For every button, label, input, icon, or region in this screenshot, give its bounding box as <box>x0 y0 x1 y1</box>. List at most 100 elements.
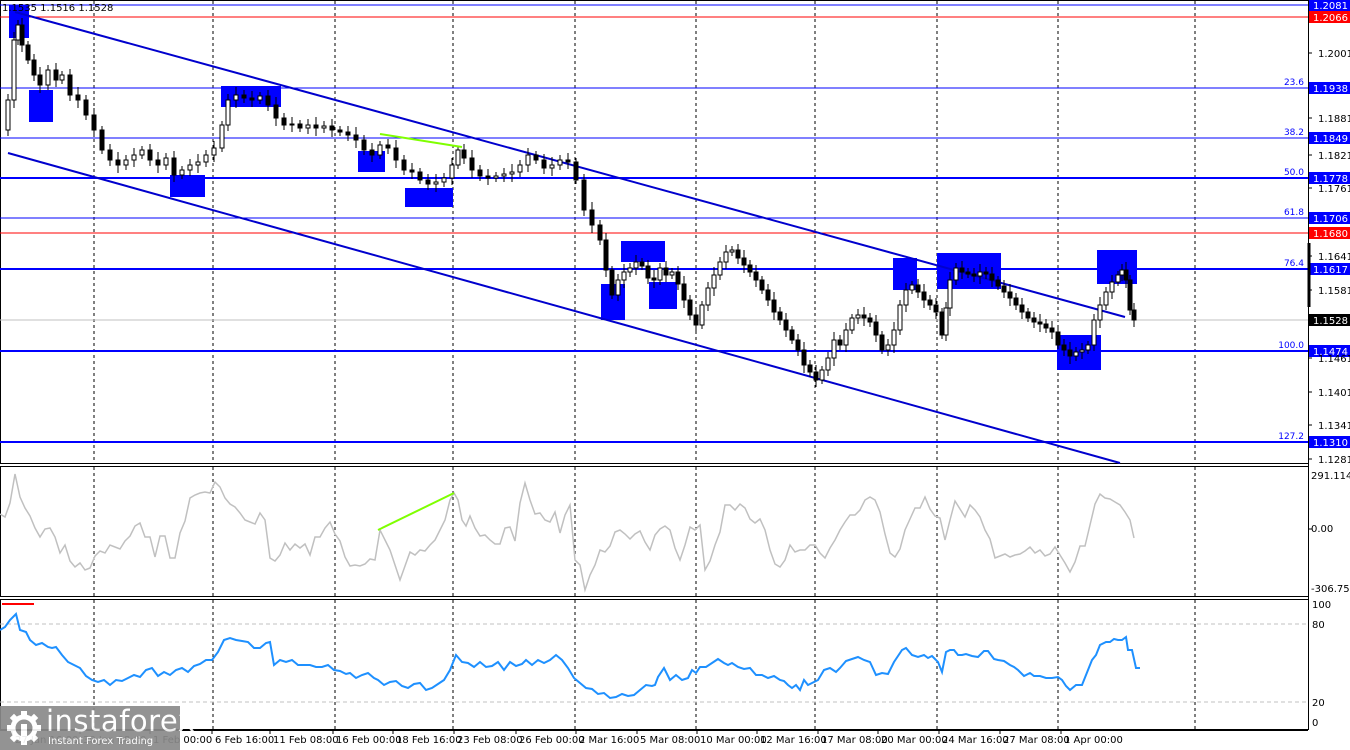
bear-candle <box>807 364 813 373</box>
oscillator-axis-label: 0 <box>1312 718 1318 729</box>
bull-candle <box>549 164 555 169</box>
time-axis-label: 5 Mar 08:00 <box>640 735 700 746</box>
bull-candle <box>843 329 849 346</box>
bull-candle <box>449 164 455 179</box>
cci-line <box>0 473 1135 593</box>
bull-candle <box>953 267 959 281</box>
bear-candle <box>915 284 921 293</box>
bear-candle <box>265 95 271 106</box>
price-axis-label: 1.1401 <box>1318 388 1350 399</box>
bull-candle <box>1073 351 1079 357</box>
bear-candle <box>983 271 989 275</box>
bear-candle <box>37 74 43 86</box>
fib-price-tag <box>1309 263 1350 275</box>
bear-candle <box>663 267 669 276</box>
bull-candle <box>525 154 531 166</box>
time-axis-label: 2 Mar 16:00 <box>579 735 639 746</box>
bull-candle <box>211 147 217 156</box>
red-price-tag <box>1309 227 1350 239</box>
bear-candle <box>753 271 759 281</box>
bull-candle <box>633 261 639 269</box>
time-axis-label: 6 Feb 16:00 <box>215 735 274 746</box>
bear-candle <box>477 169 483 177</box>
oscillator-axis-label: 80 <box>1312 620 1325 631</box>
bull-candle <box>233 94 239 101</box>
current-price-tag <box>1309 314 1350 326</box>
bear-candle <box>31 59 37 76</box>
bull-candle <box>131 154 137 161</box>
bear-candle <box>867 317 873 323</box>
bear-candle <box>541 159 547 169</box>
bear-candle <box>417 171 423 181</box>
time-axis-label: 17 Mar 08:00 <box>821 735 888 746</box>
bull-candle <box>943 307 949 336</box>
bear-candle <box>639 261 645 267</box>
bear-candle <box>609 269 615 296</box>
bear-candle <box>241 94 247 99</box>
bull-candle <box>557 159 563 166</box>
fib-level-label: 23.6 <box>1284 78 1304 88</box>
fib-level-label: 38.2 <box>1284 128 1304 138</box>
bull-candle <box>909 284 915 291</box>
bear-candle <box>581 179 587 211</box>
bull-candle <box>455 149 461 166</box>
instaforex-watermark: instaforex Instant Forex Trading <box>0 704 195 750</box>
time-axis-label: 24 Mar 16:00 <box>942 735 1009 746</box>
time-axis-label: 20 Mar 00:00 <box>881 735 948 746</box>
bull-candle <box>977 271 983 277</box>
bear-candle <box>1031 317 1037 323</box>
price-axis-label: 1.1281 <box>1318 455 1350 466</box>
fib-price-tag-text: 1.1474 <box>1313 347 1348 358</box>
cci-divergence-line <box>377 492 455 531</box>
bull-candle <box>1103 291 1109 306</box>
red-price-tag-text: 1.1680 <box>1313 229 1348 240</box>
bull-candle <box>509 171 515 175</box>
bear-candle <box>771 299 777 313</box>
bull-candle <box>831 339 837 359</box>
bear-candle <box>965 271 971 275</box>
bear-candle <box>19 24 25 46</box>
red-price-tag-text: 1.2066 <box>1313 13 1348 24</box>
bear-candle <box>533 154 539 161</box>
bear-candle <box>485 175 491 179</box>
bull-candle <box>669 271 675 276</box>
bull-candle <box>657 267 663 281</box>
bear-candle <box>75 94 81 101</box>
bull-candle <box>123 159 129 166</box>
bull-candle <box>163 157 169 166</box>
bear-candle <box>939 311 945 336</box>
bear-candle <box>1127 279 1133 311</box>
price-axis-label: 1.1821 <box>1318 151 1350 162</box>
bear-candle <box>747 264 753 273</box>
bear-candle <box>813 371 819 381</box>
time-axis-label: 11 Feb 08:00 <box>273 735 339 746</box>
bull-candle <box>15 24 21 41</box>
bear-candle <box>1067 349 1073 357</box>
bull-candle <box>433 181 439 185</box>
bear-candle <box>1123 269 1129 281</box>
bear-candle <box>425 179 431 185</box>
fib-level-label: 76.4 <box>1284 259 1304 269</box>
bull-candle <box>195 161 201 166</box>
gear-logo-icon <box>7 711 41 745</box>
bull-candle <box>1115 274 1121 283</box>
bull-candle <box>615 279 621 296</box>
bear-candle <box>971 273 977 277</box>
bear-candle <box>67 74 73 96</box>
fib-level-label: 100.0 <box>1278 341 1304 351</box>
bear-candle <box>687 299 693 316</box>
cci-axis-label: 0.00 <box>1311 524 1333 535</box>
bear-candle <box>155 159 161 166</box>
bear-candle <box>741 257 747 266</box>
bull-candle <box>377 144 383 156</box>
bear-candle <box>53 69 59 81</box>
oscillator-line <box>0 612 1140 700</box>
cci-axis-label: -306.75 <box>1311 584 1350 595</box>
fib-price-tag-text: 1.1706 <box>1313 214 1348 225</box>
bear-candle <box>565 159 571 163</box>
bull-candle <box>11 39 17 101</box>
bull-candle <box>621 271 627 281</box>
bear-candle <box>25 44 31 61</box>
bear-candle <box>837 339 843 346</box>
